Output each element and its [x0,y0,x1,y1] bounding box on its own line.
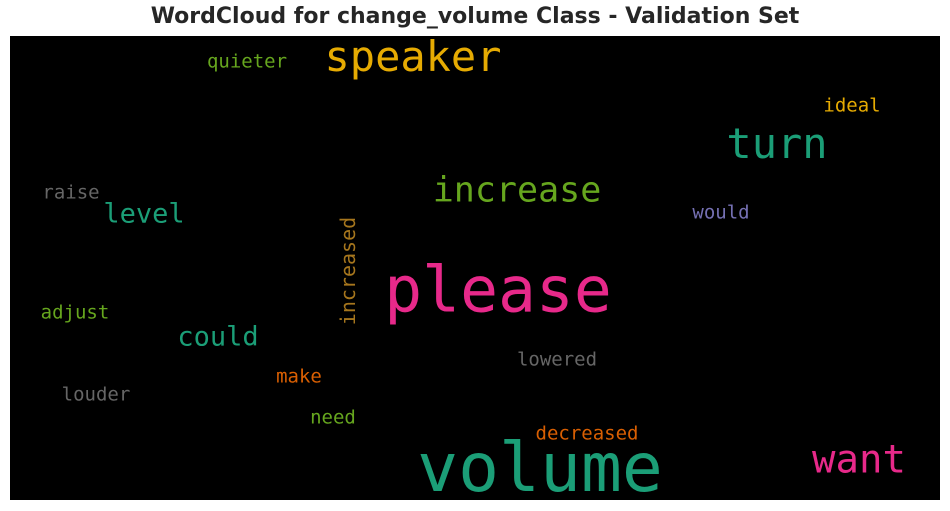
word-level: level [103,198,185,230]
word-adjust: adjust [40,301,110,324]
word-ideal: ideal [823,94,881,117]
word-turn: turn [726,119,828,168]
word-make: make [276,365,322,388]
word-quieter: quieter [206,50,288,73]
word-need: need [310,406,356,429]
word-increase: increase [432,170,602,211]
word-volume: volume [417,429,663,501]
word-increased: increased [336,216,360,326]
word-want: want [812,437,906,483]
word-please: please [384,253,612,327]
chart-title: WordCloud for change_volume Class - Vali… [150,4,800,29]
word-lowered: lowered [516,348,598,371]
word-louder: louder [61,383,131,406]
word-speaker: speaker [324,36,502,81]
wordcloud-canvas: volume please speaker turn want increase could… [10,36,940,500]
word-could: could [177,321,259,353]
word-would: would [692,201,750,224]
word-decreased: decreased [535,422,639,445]
word-raise: raise [42,181,100,204]
